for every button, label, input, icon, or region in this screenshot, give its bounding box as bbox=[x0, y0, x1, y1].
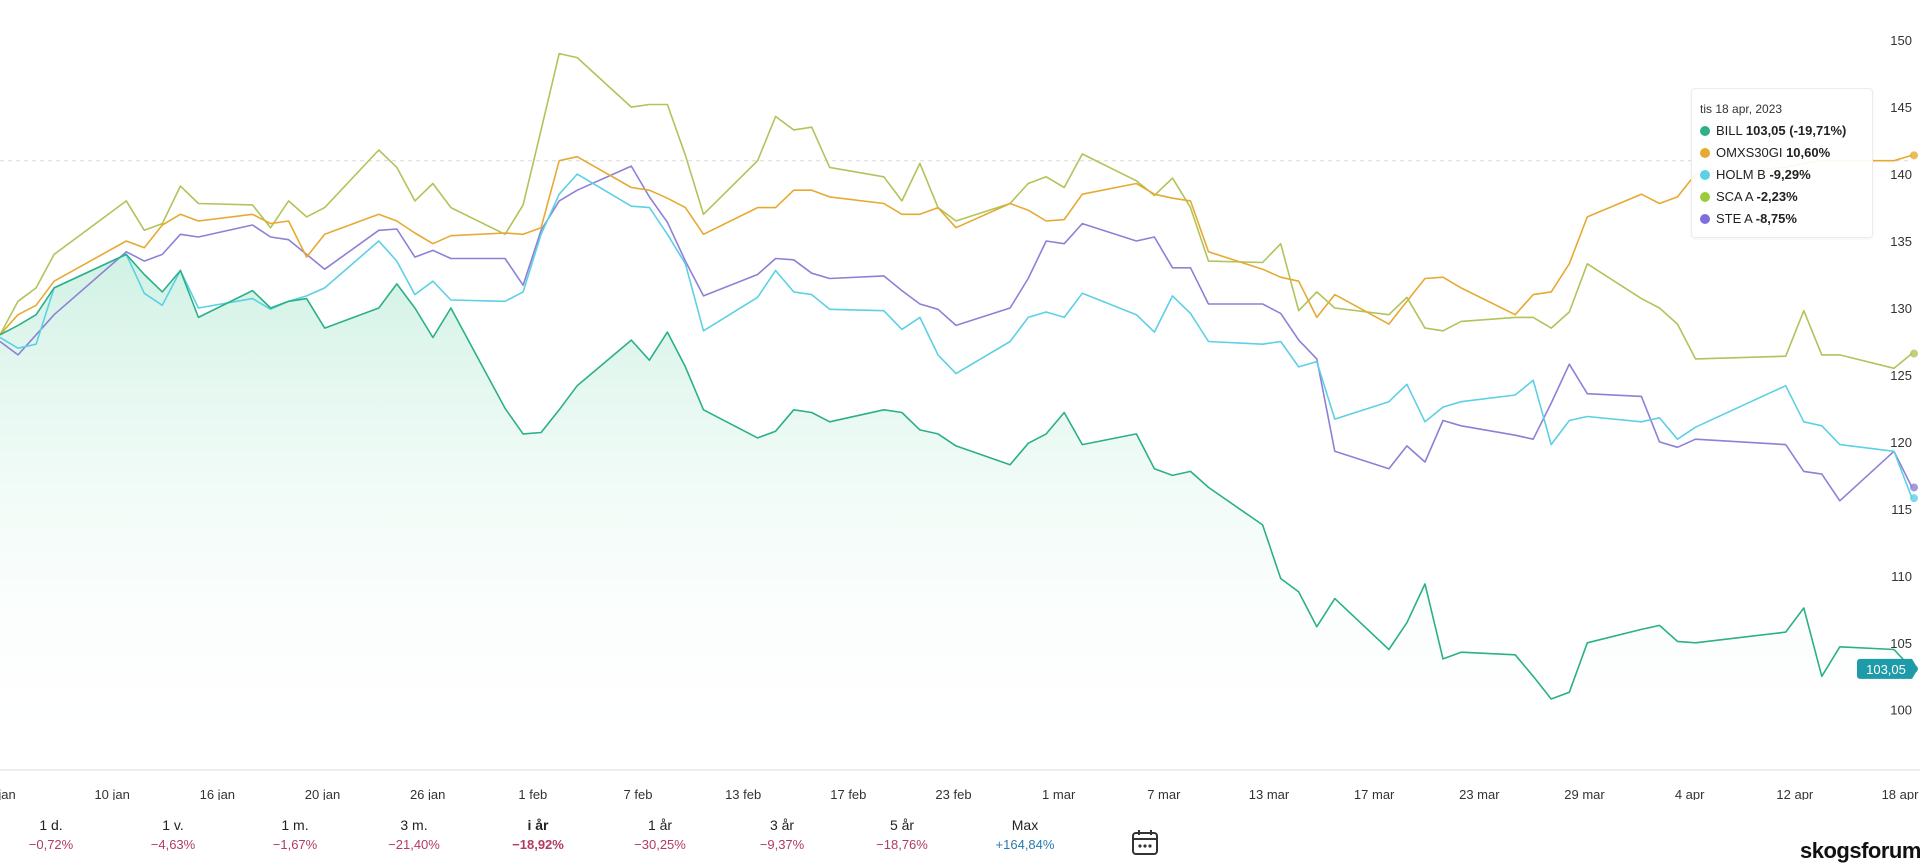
series-color-dot bbox=[1700, 126, 1710, 136]
last-value-label: 103,05 bbox=[1866, 662, 1906, 677]
y-tick-label: 130 bbox=[1890, 301, 1912, 316]
series-area-bill bbox=[0, 254, 1912, 770]
x-tick-label: 23 feb bbox=[935, 787, 971, 800]
x-tick-label: 17 feb bbox=[830, 787, 866, 800]
y-tick-label: 150 bbox=[1890, 33, 1912, 48]
x-tick-label: 7 feb bbox=[624, 787, 653, 800]
range-change: −21,40% bbox=[388, 837, 440, 852]
x-tick-label: 1 feb bbox=[518, 787, 547, 800]
x-tick-label: 1 mar bbox=[1042, 787, 1076, 800]
tooltip-series-value: -9,29% bbox=[1769, 167, 1811, 182]
x-tick-label: 12 apr bbox=[1776, 787, 1814, 800]
logo-text: skogsforum bbox=[1800, 838, 1920, 863]
x-tick-label: 29 mar bbox=[1564, 787, 1605, 800]
range-change: −1,67% bbox=[272, 837, 318, 852]
calendar-icon[interactable] bbox=[1131, 829, 1159, 862]
tooltip-row: SCA A -2,23% bbox=[1700, 188, 1872, 205]
x-tick-label: 10 jan bbox=[94, 787, 129, 800]
tooltip-row: BILL 103,05 (-19,71%) bbox=[1700, 122, 1872, 139]
series-color-dot bbox=[1700, 192, 1710, 202]
y-tick-label: 115 bbox=[1891, 502, 1912, 517]
range-change: −18,92% bbox=[512, 837, 564, 852]
range-option-7[interactable]: 5 år −18,76% bbox=[847, 815, 957, 855]
tooltip-series-name: HOLM B bbox=[1716, 167, 1770, 182]
range-label: 3 år bbox=[769, 817, 795, 833]
range-option-4[interactable]: i år −18,92% bbox=[483, 815, 593, 855]
last-value-badge: 103,05 bbox=[1857, 658, 1918, 679]
x-tick-label: 13 mar bbox=[1249, 787, 1290, 800]
tooltip-series-name: BILL bbox=[1716, 123, 1746, 138]
y-tick-label: 125 bbox=[1890, 368, 1912, 383]
tooltip-date: tis 18 apr, 2023 bbox=[1700, 102, 1783, 116]
range-label: Max bbox=[1011, 817, 1039, 833]
tooltip-series-value: -2,23% bbox=[1756, 189, 1798, 204]
range-change: −30,25% bbox=[634, 837, 686, 852]
tooltip-series-value: -8,75% bbox=[1755, 211, 1797, 226]
x-tick-label: 17 mar bbox=[1354, 787, 1395, 800]
series-line-bill[interactable] bbox=[0, 253, 1913, 700]
stock-comparison-chart[interactable]: 100 105 110 115 120 125 130 135 140 145 150 jan 10 … bbox=[0, 0, 1920, 800]
x-tick-label: 4 apr bbox=[1675, 787, 1705, 800]
tooltip-row: HOLM B -9,29% bbox=[1700, 166, 1872, 183]
range-change: +164,84% bbox=[995, 837, 1055, 852]
range-option-3[interactable]: 3 m. −21,40% bbox=[359, 815, 469, 855]
y-tick-label: 105 bbox=[1890, 636, 1912, 651]
y-tick-label: 135 bbox=[1890, 234, 1912, 249]
range-label: i år bbox=[527, 817, 549, 833]
y-tick-label: 140 bbox=[1890, 167, 1912, 182]
site-logo: skogsforumse bbox=[1800, 838, 1920, 864]
series-endpoint-omxs30gi bbox=[1910, 151, 1918, 160]
range-option-0[interactable]: 1 d. −0,72% bbox=[0, 815, 106, 855]
x-tick-label: 7 mar bbox=[1147, 787, 1181, 800]
series-line-sca-a[interactable] bbox=[0, 52, 1913, 370]
series-line-ste-a[interactable] bbox=[0, 165, 1913, 502]
series-color-dot bbox=[1700, 170, 1710, 180]
tooltip-row: OMXS30GI 10,60% bbox=[1700, 144, 1872, 161]
range-change: −0,72% bbox=[28, 837, 74, 852]
x-tick-label: 20 jan bbox=[305, 787, 340, 800]
tooltip-series-value: 103,05 (-19,71%) bbox=[1745, 123, 1847, 138]
series-color-dot bbox=[1700, 148, 1710, 158]
series-endpoint-holm-b bbox=[1910, 494, 1918, 503]
y-tick-label: 110 bbox=[1891, 569, 1912, 584]
range-change: −18,76% bbox=[876, 837, 928, 852]
range-label: 3 m. bbox=[400, 817, 428, 833]
range-label: 1 v. bbox=[162, 817, 184, 833]
y-tick-label: 100 bbox=[1890, 703, 1912, 718]
y-tick-label: 120 bbox=[1890, 435, 1912, 450]
tooltip-series-name: OMXS30GI bbox=[1716, 145, 1787, 160]
x-tick-label: 13 feb bbox=[725, 787, 761, 800]
tooltip-series-value: 10,60% bbox=[1786, 145, 1831, 160]
time-range-selector: 1 d. −0,72% 1 v. −4,63% 1 m. −1,67% 3 m. −21,40… bbox=[0, 815, 1140, 863]
range-option-2[interactable]: 1 m. −1,67% bbox=[240, 815, 350, 855]
range-change: −9,37% bbox=[759, 837, 805, 852]
series-endpoint-ste-a bbox=[1910, 483, 1918, 492]
x-tick-label: 16 jan bbox=[200, 787, 235, 800]
tooltip-series-name: STE A bbox=[1716, 211, 1756, 226]
tooltip-series-name: SCA A bbox=[1716, 189, 1757, 204]
x-tick-label: 26 jan bbox=[410, 787, 445, 800]
series-line-holm-b[interactable] bbox=[0, 173, 1913, 499]
series-color-dot bbox=[1700, 214, 1710, 224]
x-tick-label: 18 apr bbox=[1882, 787, 1920, 800]
range-label: 1 d. bbox=[39, 817, 63, 833]
x-tick-label: 23 mar bbox=[1459, 787, 1500, 800]
chart-tooltip: tis 18 apr, 2023 BILL 103,05 (-19,71%) OM… bbox=[1691, 88, 1873, 238]
tooltip-row: STE A -8,75% bbox=[1700, 210, 1872, 227]
range-label: 1 m. bbox=[281, 817, 309, 833]
range-label: 1 år bbox=[647, 817, 673, 833]
range-option-6[interactable]: 3 år −9,37% bbox=[727, 815, 837, 855]
y-tick-label: 145 bbox=[1890, 100, 1912, 115]
range-option-1[interactable]: 1 v. −4,63% bbox=[118, 815, 228, 855]
range-change: −4,63% bbox=[150, 837, 196, 852]
series-endpoint-sca-a bbox=[1910, 349, 1918, 358]
series-line-omxs30gi[interactable] bbox=[0, 154, 1913, 336]
x-tick-label: jan bbox=[0, 787, 16, 800]
range-option-8[interactable]: Max +164,84% bbox=[970, 815, 1080, 855]
range-label: 5 år bbox=[889, 817, 915, 833]
range-option-5[interactable]: 1 år −30,25% bbox=[605, 815, 715, 855]
